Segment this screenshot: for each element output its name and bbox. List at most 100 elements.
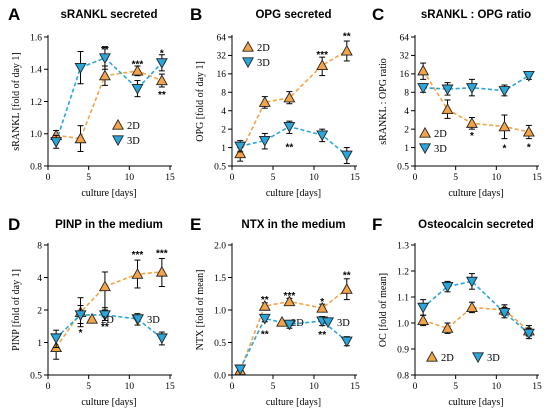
x-tick-label: 0 (413, 382, 418, 392)
y-tick-label: 1.2 (30, 98, 42, 108)
x-tick-label: 15 (165, 173, 175, 183)
y-tick-label: 1.0 (214, 306, 226, 316)
data-point-3d (74, 63, 87, 74)
data-point-2d (316, 301, 329, 313)
y-tick-label: 2 (221, 125, 226, 135)
legend-label-2d: 2D (101, 315, 114, 326)
y-tick-label: 1.4 (30, 66, 42, 76)
x-axis-label: culture [days] (266, 397, 321, 408)
panel-title: NTX in the medium (241, 219, 345, 231)
significance-marker: *** (284, 291, 296, 302)
significance-marker: *** (316, 50, 328, 61)
x-tick-label: 10 (492, 382, 502, 392)
data-point-2d (340, 44, 353, 56)
data-point-2d (131, 267, 144, 279)
x-tick-label: 5 (271, 173, 276, 183)
data-point-2d (131, 64, 144, 76)
legend-marker-2d (86, 312, 98, 324)
series-line-2d (422, 306, 530, 332)
legend-label-3d: 3D (434, 144, 447, 155)
data-point-3d (50, 137, 63, 148)
y-tick-label: 4 (221, 107, 226, 117)
panel-letter: C (372, 5, 384, 24)
series-line-2d (422, 70, 530, 133)
data-point-2d (258, 96, 271, 107)
y-tick-label: 1.3 (397, 241, 409, 251)
y-tick-label: 0.5 (397, 162, 409, 172)
panel-title: Osteocalcin secreted (418, 219, 534, 231)
data-point-3d (98, 53, 111, 65)
series-line-2d (56, 70, 163, 140)
y-tick-label: 1.1 (397, 293, 409, 303)
x-tick-label: 10 (309, 382, 319, 392)
panel-letter: D (8, 215, 20, 234)
legend-label-3d: 3D (127, 136, 140, 147)
y-tick-label: 1.2 (397, 267, 409, 277)
y-tick-label: 1 (404, 144, 409, 154)
x-tick-label: 0 (413, 173, 418, 183)
y-tick-label: 4 (37, 274, 42, 284)
y-tick-label: 0.5 (30, 371, 42, 381)
y-tick-label: 0.8 (30, 162, 42, 172)
significance-marker: * (320, 297, 324, 308)
data-point-3d (522, 328, 535, 340)
data-point-2d (155, 265, 168, 277)
legend-label-2d: 2D (441, 353, 454, 364)
y-tick-label: 8 (404, 89, 409, 99)
significance-marker: ** (261, 295, 269, 306)
data-point-3d (234, 141, 247, 153)
data-point-3d (441, 84, 454, 96)
data-point-2d (74, 132, 87, 144)
data-point-3d (340, 336, 353, 348)
legend-marker-3d (112, 135, 124, 147)
y-tick-label: 1 (221, 144, 226, 154)
panel-letter: B (190, 5, 202, 24)
significance-marker: ** (318, 330, 326, 341)
data-point-2d (234, 147, 247, 159)
y-tick-label: 0.9 (397, 345, 409, 355)
data-point-2d (417, 64, 430, 76)
chart-panel-d: D PINP in the medium 0 5 10 15 0.5 1 2 4 8 culture … (8, 215, 175, 408)
panel-title: PINP in the medium (55, 219, 163, 231)
series-line-3d (55, 57, 163, 143)
data-point-3d (98, 310, 111, 322)
y-tick-label: 0.8 (397, 371, 409, 381)
data-point-3d (155, 333, 168, 345)
series-line-2d (55, 271, 162, 348)
y-tick-label: 1 (37, 339, 42, 349)
data-point-3d (498, 86, 511, 97)
significance-marker: ** (286, 142, 294, 153)
y-tick-label: 1.6 (30, 33, 42, 43)
data-point-3d (522, 70, 535, 82)
legend-marker-3d (132, 314, 144, 326)
x-tick-label: 5 (453, 173, 458, 183)
y-tick-label: 2.0 (214, 241, 226, 251)
significance-marker: ** (101, 45, 109, 56)
legend-label-3d: 3D (337, 318, 350, 329)
legend-marker-3d (472, 352, 484, 364)
significance-marker: ** (158, 90, 166, 101)
panel-title: OPG secreted (255, 9, 331, 21)
y-tick-label: 64 (217, 33, 227, 43)
legend: 2D 3D (426, 350, 500, 364)
legend-label-3d: 3D (487, 353, 500, 364)
data-point-3d (498, 307, 511, 319)
legend-label-2d: 2D (127, 121, 140, 132)
legend-marker-2d (112, 118, 124, 130)
x-tick-label: 15 (532, 173, 542, 183)
data-point-2d (465, 301, 478, 313)
data-point-2d (283, 91, 296, 103)
y-axis-label: OPG [fold of day 1] (195, 61, 206, 142)
data-point-2d (340, 283, 353, 294)
significance-marker: * (527, 142, 531, 153)
significance-marker: * (160, 48, 164, 59)
panel-letter: A (8, 5, 20, 24)
x-axis-label: culture [days] (266, 188, 321, 199)
legend-marker-3d (242, 57, 254, 69)
y-tick-label: 2 (404, 125, 409, 135)
y-tick-label: 1.0 (397, 319, 409, 329)
y-tick-label: 0.5 (214, 162, 226, 172)
